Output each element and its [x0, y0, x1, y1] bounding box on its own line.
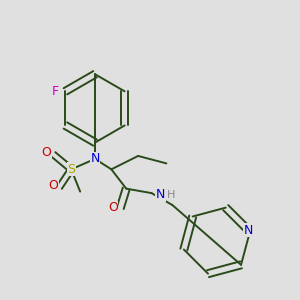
Text: H: H — [167, 190, 175, 200]
Text: N: N — [90, 152, 100, 165]
Text: F: F — [51, 85, 58, 98]
Text: S: S — [67, 163, 75, 176]
Text: O: O — [41, 146, 51, 160]
Text: N: N — [156, 188, 165, 201]
Text: O: O — [108, 202, 118, 214]
Text: N: N — [244, 224, 253, 237]
Text: O: O — [49, 179, 58, 192]
